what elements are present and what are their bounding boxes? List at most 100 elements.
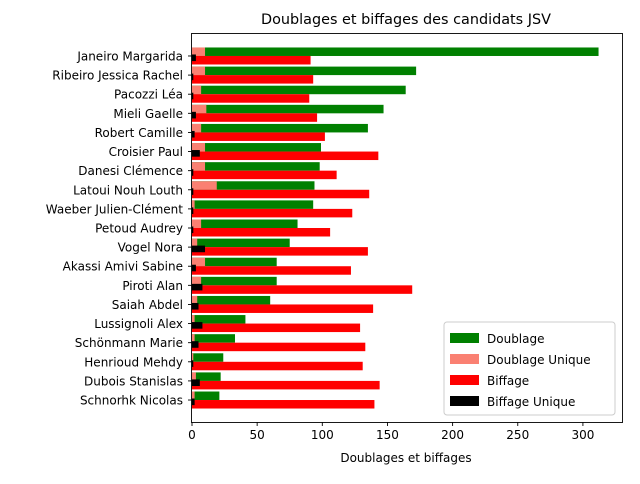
legend-swatch-biffage-unique [450,396,479,406]
bar-doublage-unique [192,66,206,76]
bar-doublage-unique [192,257,206,267]
bar-biffage-unique [192,341,199,348]
bar-doublage-unique [192,276,202,286]
legend-frame [443,321,616,416]
x-tick-label: 100 [311,428,334,442]
bar-doublage-unique [192,85,202,95]
x-tick-label: 250 [506,428,529,442]
bar-biffage [192,228,331,237]
bar-doublage [192,353,224,362]
legend: Doublage Doublage Unique Biffage Biffage Un… [443,321,616,416]
bar-biffage [192,75,314,84]
legend-label-doublage: Doublage [487,332,545,346]
bar-doublage [192,162,320,171]
bar-biffage [192,400,375,409]
bar-doublage [192,181,315,190]
bar-doublage [192,315,246,324]
bar-doublage [192,66,417,76]
bar-doublage [192,257,277,267]
bar-biffage-unique [192,92,194,100]
bar-biffage-unique [192,322,203,329]
bar-biffage-unique [192,398,195,406]
legend-swatch-doublage-unique [450,354,479,364]
bar-doublage-unique [192,315,195,324]
category-label: Mieli Gaelle [113,107,183,121]
category-label: Pacozzi Léa [114,88,183,102]
bar-biffage-unique [192,169,194,176]
bar-doublage [192,47,599,56]
category-label: Robert Camille [95,126,183,140]
bar-biffage [192,208,353,218]
bar-doublage-unique [192,181,217,190]
bar-doublage-unique [192,219,202,228]
legend-label-doublage-unique: Doublage Unique [487,353,591,367]
bar-doublage-unique [192,238,198,248]
bar-biffage-unique [192,226,194,234]
bar-doublage-unique [192,372,196,381]
bar-biffage-unique [192,130,195,138]
category-label: Ribeiro Jessica Rachel [52,69,183,83]
bar-biffage [192,55,311,65]
bar-doublage-unique [192,334,195,343]
bar-doublage [192,85,406,95]
x-axis-label: Doublages et biffages [340,451,471,465]
category-label: Akassi Amivi Sabine [63,260,183,274]
x-tick-label: 150 [376,428,399,442]
bar-biffage-unique [192,245,206,253]
bar-biffage-unique [192,360,194,367]
category-label: Schnorhk Nicolas [80,394,183,408]
bar-biffage [192,342,366,352]
x-tick-label: 50 [250,428,265,442]
category-label: Henrioud Mehdy [84,355,183,369]
bar-doublage [192,238,290,248]
bar-doublage [192,276,277,286]
bar-biffage-unique [192,54,196,62]
bar-doublage [192,295,271,305]
category-label: Danesi Clémence [78,164,183,178]
category-label: Vogel Nora [118,241,183,255]
bar-biffage [192,189,370,199]
bar-doublage [192,372,221,381]
bar-biffage [192,170,337,180]
bar-doublage [192,123,368,133]
category-label: Dubois Stanislas [84,374,183,388]
bar-biffage [192,266,351,275]
bar-biffage-unique [192,283,203,291]
bar-biffage-unique [192,111,196,119]
bar-doublage [192,334,235,343]
x-tick-label: 0 [188,428,196,442]
bar-biffage-unique [192,188,194,195]
category-label: Schönmann Marie [75,336,183,350]
bar-doublage-unique [192,295,198,305]
category-label: Piroti Alan [122,279,183,293]
bar-doublage [192,104,384,114]
category-label: Latoui Nouh Louth [73,183,183,197]
x-axis: 0 50 100 150 200 250 300 [188,422,594,442]
x-tick-label: 200 [441,428,464,442]
bar-biffage [192,94,310,103]
legend-label-biffage-unique: Biffage Unique [487,395,575,409]
bar-biffage-unique [192,73,194,81]
category-label: Janeiro Margarida [76,49,183,63]
legend-swatch-doublage [450,333,479,343]
bar-biffage-unique [192,302,199,310]
bar-doublage-unique [192,123,202,133]
bar-doublage [192,219,298,228]
bar-doublage-unique [192,200,195,209]
bar-biffage [192,323,361,333]
category-label: Saiah Abdel [112,298,183,312]
bar-doublage-unique [192,104,207,114]
bars-layer [192,47,599,409]
bar-doublage-unique [192,143,206,152]
category-label: Lussignoli Alex [94,317,183,331]
bar-doublage-unique [192,353,194,362]
bar-biffage-unique [192,150,200,157]
bar-doublage [192,143,321,152]
legend-swatch-biffage [450,375,479,385]
bar-doublage-unique [192,47,206,56]
x-tick-label: 300 [571,428,594,442]
bar-biffage-unique [192,207,194,214]
bar-doublage [192,200,314,209]
bar-biffage [192,113,318,122]
